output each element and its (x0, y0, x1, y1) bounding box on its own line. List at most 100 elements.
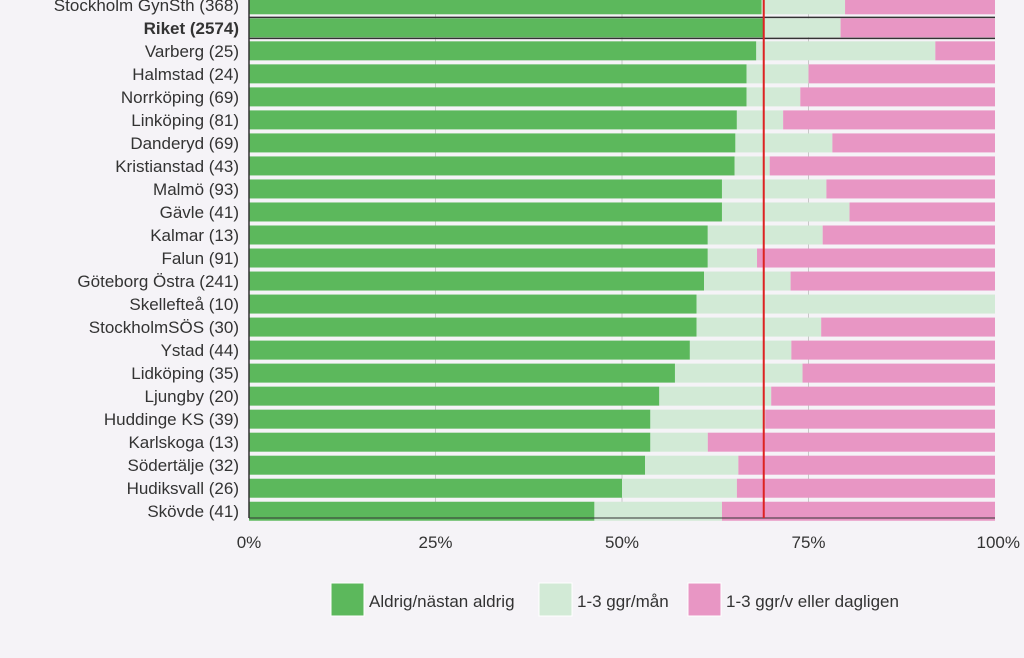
bar-segment-4-1 (746, 87, 801, 107)
x-tick-label: 50% (605, 533, 639, 552)
bar-segment-16-2 (802, 363, 995, 383)
bar-segment-19-2 (707, 432, 995, 452)
bar-segment-9-2 (849, 202, 995, 222)
bar-segment-14-0 (249, 317, 697, 337)
bar-segment-9-0 (249, 202, 722, 222)
bars-group (249, 0, 995, 521)
bar-segment-17-2 (771, 386, 995, 406)
axes-group (248, 0, 995, 519)
category-label: Halmstad (24) (132, 65, 239, 84)
category-label: Linköping (81) (131, 111, 239, 130)
bar-segment-10-2 (822, 225, 995, 245)
bar-segment-21-1 (622, 478, 737, 498)
bar-segment-12-1 (704, 271, 791, 291)
category-label: Kalmar (13) (150, 226, 239, 245)
bar-segment-18-0 (249, 409, 651, 429)
bar-segment-12-0 (249, 271, 705, 291)
bar-segment-15-2 (791, 340, 995, 360)
bar-segment-3-0 (249, 64, 747, 84)
category-label: Hudiksvall (26) (127, 479, 239, 498)
bar-segment-9-1 (721, 202, 850, 222)
bar-segment-13-1 (696, 294, 995, 314)
bar-segment-5-2 (783, 110, 995, 130)
bar-segment-2-2 (935, 41, 995, 61)
x-tick-label: 75% (791, 533, 825, 552)
legend-swatch (687, 582, 722, 617)
bar-segment-16-0 (249, 363, 675, 383)
category-label: Falun (91) (162, 249, 239, 268)
category-labels: Stockholm GynSth (368) Riket (2574) Varber… (54, 0, 239, 521)
category-label: Skövde (41) (147, 502, 239, 521)
bar-segment-0-1 (761, 0, 846, 15)
bar-segment-2-0 (249, 41, 757, 61)
category-label: Ystad (44) (161, 341, 239, 360)
bar-segment-8-2 (826, 179, 995, 199)
bar-segment-13-0 (249, 294, 697, 314)
category-label: Norrköping (69) (121, 88, 239, 107)
bar-segment-1-0 (249, 18, 763, 38)
bar-segment-19-0 (249, 432, 651, 452)
category-label: Malmö (93) (153, 180, 239, 199)
bar-segment-6-0 (249, 133, 736, 153)
category-label: Stockholm GynSth (368) (54, 0, 239, 15)
bar-segment-11-2 (757, 248, 995, 268)
bar-segment-5-1 (736, 110, 784, 130)
x-tick-label: 100% (977, 533, 1020, 552)
legend-swatch (330, 582, 365, 617)
bar-segment-8-0 (249, 179, 722, 199)
bar-segment-6-2 (832, 133, 995, 153)
category-label: Huddinge KS (39) (104, 410, 239, 429)
bar-segment-1-1 (762, 18, 841, 38)
legend-swatch (538, 582, 573, 617)
bar-segment-15-1 (689, 340, 792, 360)
bar-segment-8-1 (721, 179, 827, 199)
bar-segment-2-1 (756, 41, 936, 61)
bar-segment-0-0 (249, 0, 762, 15)
bar-segment-12-2 (790, 271, 995, 291)
bar-segment-22-0 (249, 501, 595, 521)
bar-segment-18-2 (765, 409, 995, 429)
bar-segment-16-1 (674, 363, 803, 383)
category-label: Riket (2574) (144, 19, 239, 38)
bar-segment-19-1 (650, 432, 708, 452)
legend-label: 1-3 ggr/v eller dagligen (726, 592, 899, 611)
bar-segment-7-1 (734, 156, 770, 176)
bar-segment-10-1 (707, 225, 823, 245)
bar-segment-4-2 (800, 87, 995, 107)
bar-segment-15-0 (249, 340, 690, 360)
bar-segment-20-1 (645, 455, 739, 475)
bar-segment-0-2 (845, 0, 995, 15)
bar-segment-14-2 (821, 317, 995, 337)
category-label: Danderyd (69) (130, 134, 239, 153)
bar-segment-11-1 (707, 248, 758, 268)
legend-label: Aldrig/nästan aldrig (369, 592, 515, 611)
bar-segment-7-0 (249, 156, 735, 176)
category-label: Gävle (41) (160, 203, 239, 222)
bar-segment-3-2 (808, 64, 995, 84)
bar-segment-18-1 (650, 409, 766, 429)
bar-segment-3-1 (746, 64, 809, 84)
category-label: StockholmSÖS (30) (89, 318, 239, 337)
x-tick-labels: 0% 25% 50% 75% 100% (237, 533, 1020, 552)
category-label: Kristianstad (43) (115, 157, 239, 176)
bar-segment-14-1 (696, 317, 822, 337)
legend: Aldrig/nästan aldrig 1-3 ggr/mån 1-3 ggr/v… (330, 582, 899, 617)
category-label: Södertälje (32) (127, 456, 239, 475)
bar-segment-17-1 (659, 386, 772, 406)
category-label: Lidköping (35) (131, 364, 239, 383)
bar-segment-21-0 (249, 478, 622, 498)
bar-segment-4-0 (249, 87, 747, 107)
bar-segment-10-0 (249, 225, 708, 245)
bar-segment-7-2 (769, 156, 995, 176)
category-label: Göteborg Östra (241) (77, 272, 239, 291)
bar-segment-11-0 (249, 248, 708, 268)
bar-segment-20-2 (738, 455, 995, 475)
category-label: Varberg (25) (145, 42, 239, 61)
bar-segment-21-2 (736, 478, 995, 498)
category-label: Skellefteå (10) (129, 295, 239, 314)
category-label: Karlskoga (13) (128, 433, 239, 452)
category-label: Ljungby (20) (144, 387, 239, 406)
bar-segment-5-0 (249, 110, 737, 130)
bar-segment-6-1 (735, 133, 833, 153)
